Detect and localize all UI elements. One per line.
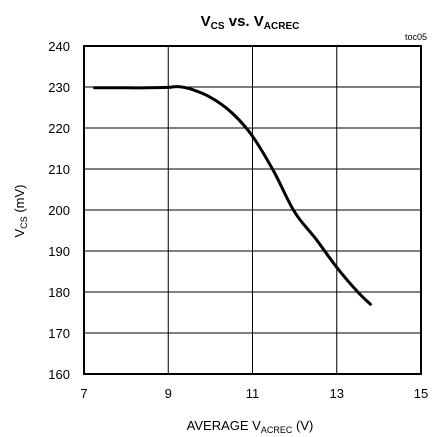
y-tick-label: 190 bbox=[48, 244, 70, 259]
x-tick-labels: 7 9 11 13 15 bbox=[80, 386, 428, 401]
y-tick-labels: 160 170 180 190 200 210 220 230 240 bbox=[48, 39, 70, 382]
x-axis-label: AVERAGE VACREC (V) bbox=[187, 418, 314, 435]
y-tick-label: 200 bbox=[48, 203, 70, 218]
series-layer bbox=[95, 87, 371, 305]
x-tick-label: 11 bbox=[246, 386, 260, 401]
series-line bbox=[95, 87, 371, 305]
x-tick-label: 15 bbox=[414, 386, 428, 401]
chart-title: VCS vs. VACREC bbox=[201, 13, 300, 32]
y-tick-label: 240 bbox=[48, 39, 70, 54]
y-tick-label: 210 bbox=[48, 162, 70, 177]
x-tick-label: 9 bbox=[165, 386, 172, 401]
chart-id-note: toc05 bbox=[405, 32, 427, 42]
y-tick-label: 160 bbox=[48, 367, 70, 382]
y-tick-label: 230 bbox=[48, 80, 70, 95]
x-tick-label: 13 bbox=[330, 386, 344, 401]
y-tick-label: 170 bbox=[48, 326, 70, 341]
x-tick-label: 7 bbox=[80, 386, 87, 401]
gridlines bbox=[84, 46, 421, 374]
y-tick-label: 180 bbox=[48, 285, 70, 300]
y-axis-label: VCS (mV) bbox=[12, 185, 29, 238]
y-tick-label: 220 bbox=[48, 121, 70, 136]
